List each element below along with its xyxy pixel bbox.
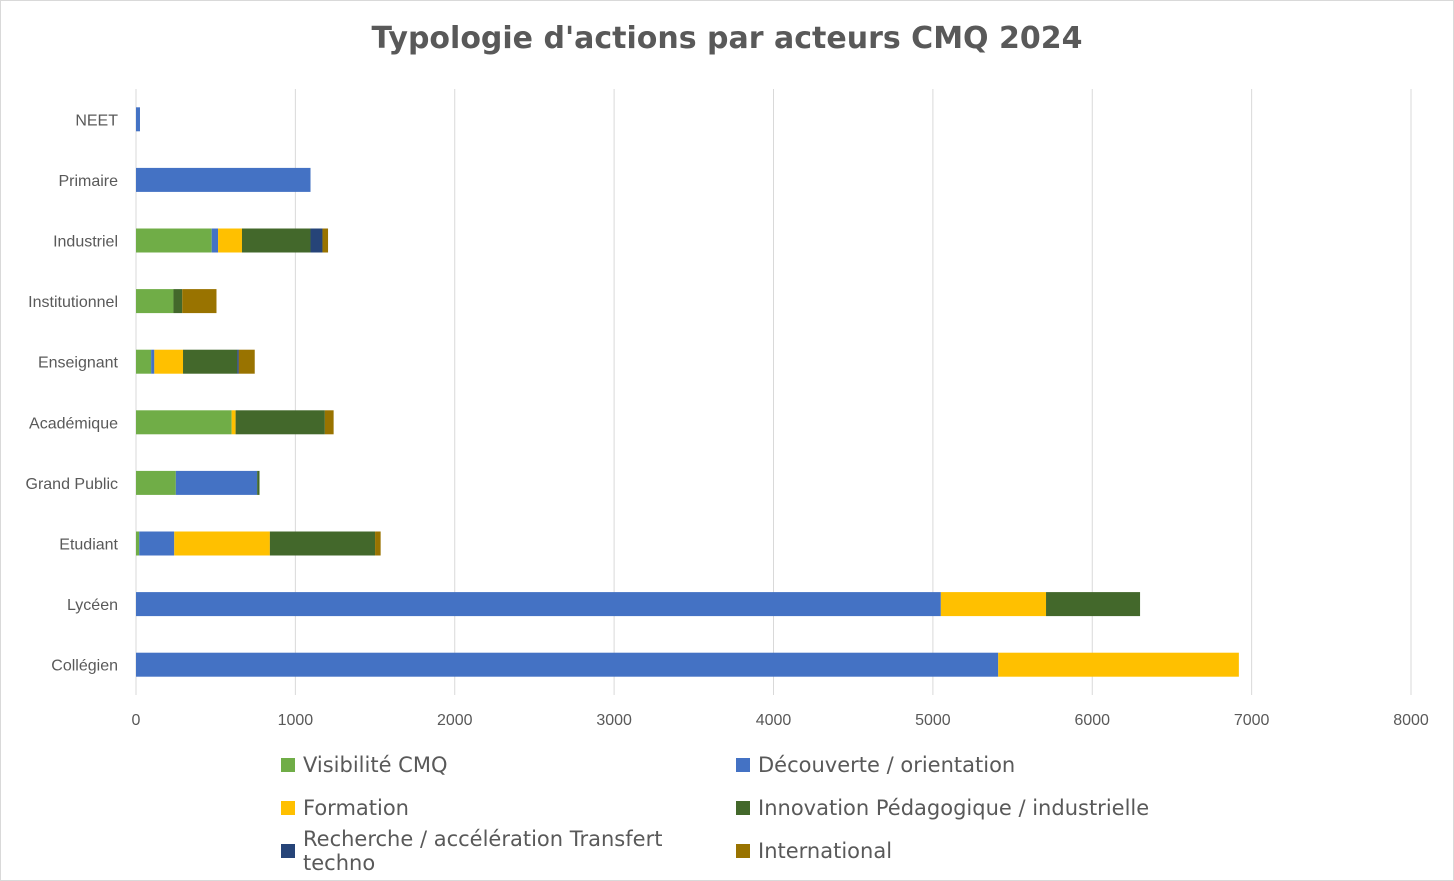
bar-primaire-decouverte-orientation [136,167,311,192]
legend-swatch [281,758,295,772]
bar-industriel-visibilite-cmq [136,228,212,253]
x-tick-label: 5000 [915,712,951,729]
legend-label: Formation [303,796,409,820]
chart-title: Typologie d'actions par acteurs CMQ 2024 [371,21,1083,56]
bar-enseignant-decouverte-orientation [151,349,155,374]
bar-academique-visibilite-cmq [136,410,232,435]
chart-legend: Visibilité CMQ Découverte / orientation Fo… [281,749,1281,875]
x-tick-label: 4000 [756,712,792,729]
legend-label: Visibilité CMQ [303,753,448,777]
legend-swatch [736,758,750,772]
bar-neet-decouverte-orientation [136,107,140,132]
bar-collegien-formation [998,652,1239,677]
x-tick-label: 7000 [1234,712,1270,729]
category-label: Académique [29,415,118,432]
bar-enseignant-international [238,349,255,374]
bar-academique-international [324,410,334,435]
legend-item: Formation [281,792,736,824]
x-tick-label: 2000 [437,712,473,729]
bar-institutionnel-international [182,289,217,314]
legend-item: Visibilité CMQ [281,749,736,781]
category-label: Industriel [53,234,118,251]
legend-swatch [281,844,295,858]
x-tick-label: 6000 [1074,712,1110,729]
bar-institutionnel-innovation-pedagogique-industrielle [173,289,183,314]
legend-item: Découverte / orientation [736,749,1256,781]
legend-label: Recherche / accélération Transfert techn… [303,827,663,875]
x-tick-label: 0 [132,712,141,729]
category-label: Grand Public [26,476,119,493]
legend-label: International [758,839,893,863]
bar-industriel-formation [218,228,242,253]
bar-lyceen-formation [940,592,1047,617]
bar-etudiant-visibilite-cmq [136,531,140,556]
bar-industriel-recherche-acceleration-transfert-techno [310,228,323,253]
category-label: NEET [75,112,118,129]
category-label: Institutionnel [28,294,118,311]
bar-collegien-decouverte-orientation [136,652,999,677]
bar-etudiant-formation [174,531,270,556]
x-tick-label: 8000 [1393,712,1429,729]
bar-lyceen-decouverte-orientation [136,592,941,617]
bar-enseignant-visibilite-cmq [136,349,152,374]
legend-swatch [736,844,750,858]
legend-item: International [736,835,1256,867]
bar-etudiant-innovation-pedagogique-industrielle [269,531,376,556]
bar-etudiant-international [375,531,381,556]
category-label: Primaire [58,173,118,190]
legend-swatch [736,801,750,815]
bar-academique-innovation-pedagogique-industrielle [235,410,325,435]
legend-item: Innovation Pédagogique / industrielle [736,792,1256,824]
bar-grand-public-innovation-pedagogique-industrielle [257,470,260,495]
category-label: Etudiant [59,537,118,554]
bar-lyceen-innovation-pedagogique-industrielle [1046,592,1141,617]
category-label: Lycéen [67,597,118,614]
bar-industriel-decouverte-orientation [211,228,219,253]
x-tick-label: 3000 [596,712,632,729]
bar-grand-public-decouverte-orientation [175,470,258,495]
legend-item: Recherche / accélération Transfert techn… [281,827,736,875]
legend-label: Innovation Pédagogique / industrielle [758,796,1150,820]
bar-academique-formation [231,410,236,435]
bar-industriel-innovation-pedagogique-industrielle [241,228,311,253]
category-label: Enseignant [38,355,119,372]
bar-enseignant-recherche-acceleration-transfert-techno [237,349,239,374]
legend-label: Découverte / orientation [758,753,1016,777]
x-tick-label: 1000 [278,712,314,729]
bar-chart-plot: 0 1000 2000 3000 4000 5000 6000 7000 8000 NEET Pri… [26,89,1429,729]
bar-enseignant-formation [154,349,184,374]
bar-institutionnel-visibilite-cmq [136,289,174,314]
bar-etudiant-decouverte-orientation [139,531,175,556]
bar-enseignant-innovation-pedagogique-industrielle [183,349,238,374]
bar-grand-public-visibilite-cmq [136,470,176,495]
legend-swatch [281,801,295,815]
category-label: Collégien [51,658,118,675]
bar-industriel-international [322,228,329,253]
